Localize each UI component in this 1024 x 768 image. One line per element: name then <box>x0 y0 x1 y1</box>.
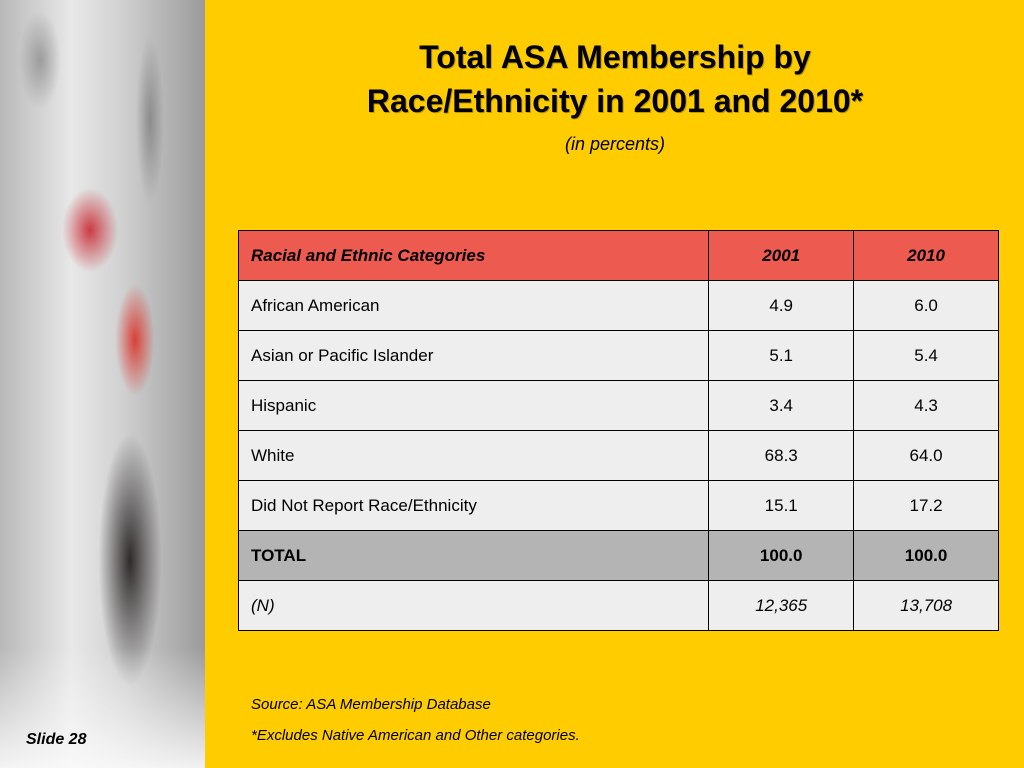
header-2001: 2001 <box>708 230 855 281</box>
total-2001-value: 100.0 <box>708 530 855 581</box>
n-2010-value: 13,708 <box>853 580 999 631</box>
total-row: TOTAL 100.0 100.0 <box>237 530 999 581</box>
table-row: African American 4.9 6.0 <box>237 280 999 331</box>
side-photo <box>0 0 205 768</box>
n-row: (N) 12,365 13,708 <box>237 580 999 631</box>
n-2001-value: 12,365 <box>708 580 855 631</box>
table-row: Did Not Report Race/Ethnicity 15.1 17.2 <box>237 480 999 531</box>
row-2010-value: 5.4 <box>853 330 999 381</box>
title-line-1: Total ASA Membership by <box>419 39 811 75</box>
row-2010-value: 4.3 <box>853 380 999 431</box>
source-text: Source: ASA Membership Database <box>251 696 491 713</box>
membership-table: Racial and Ethnic Categories 2001 2010 A… <box>237 230 999 631</box>
source-notes: Source: ASA Membership Database *Exclude… <box>251 689 580 751</box>
row-2001-value: 5.1 <box>708 330 855 381</box>
table-header-row: Racial and Ethnic Categories 2001 2010 <box>237 230 999 281</box>
n-label: (N) <box>237 580 710 631</box>
row-category: Hispanic <box>237 380 710 431</box>
side-photo-fade <box>0 648 205 768</box>
row-2010-value: 6.0 <box>853 280 999 331</box>
row-2010-value: 17.2 <box>853 480 999 531</box>
footnote-text: *Excludes Native American and Other cate… <box>251 727 580 744</box>
header-category: Racial and Ethnic Categories <box>237 230 710 281</box>
row-2001-value: 3.4 <box>708 380 855 431</box>
header-2010: 2010 <box>853 230 999 281</box>
total-2010-value: 100.0 <box>853 530 999 581</box>
row-2010-value: 64.0 <box>853 430 999 481</box>
row-category: Did Not Report Race/Ethnicity <box>237 480 710 531</box>
row-category: White <box>237 430 710 481</box>
row-2001-value: 4.9 <box>708 280 855 331</box>
table-row: Hispanic 3.4 4.3 <box>237 380 999 431</box>
table-row: White 68.3 64.0 <box>237 430 999 481</box>
slide-number: Slide 28 <box>26 731 87 748</box>
slide-title: Total ASA Membership by Race/Ethnicity i… <box>230 35 1000 123</box>
row-category: Asian or Pacific Islander <box>237 330 710 381</box>
slide-subtitle: (in percents) <box>564 134 666 154</box>
table-row: Asian or Pacific Islander 5.1 5.4 <box>237 330 999 381</box>
total-label: TOTAL <box>237 530 710 581</box>
row-category: African American <box>237 280 710 331</box>
row-2001-value: 68.3 <box>708 430 855 481</box>
row-2001-value: 15.1 <box>708 480 855 531</box>
title-line-2: Race/Ethnicity in 2001 and 2010* <box>366 83 864 119</box>
